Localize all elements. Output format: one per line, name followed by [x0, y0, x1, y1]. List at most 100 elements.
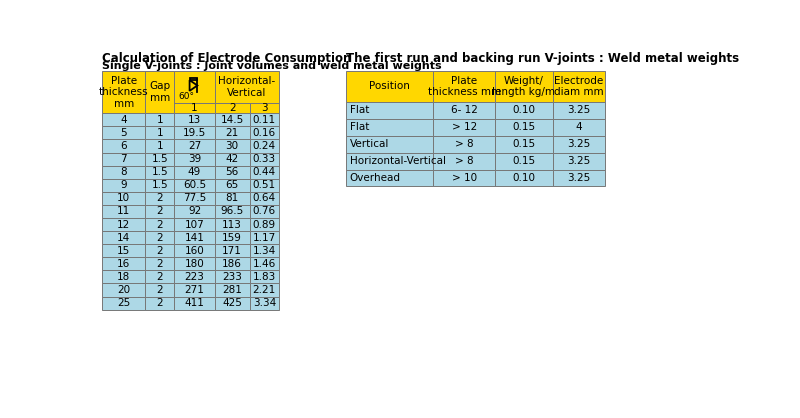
Text: 3.25: 3.25 — [567, 139, 590, 149]
Bar — [495, 102, 553, 119]
Text: 0.64: 0.64 — [253, 194, 276, 204]
Bar — [145, 257, 174, 270]
Text: Gap
mm: Gap mm — [149, 82, 170, 103]
Bar — [102, 126, 145, 140]
Text: 0.11: 0.11 — [253, 115, 276, 125]
Text: 10: 10 — [117, 194, 130, 204]
Text: Overhead: Overhead — [350, 173, 401, 183]
Text: 0.89: 0.89 — [253, 219, 276, 229]
Bar — [434, 153, 495, 170]
Text: 60°: 60° — [178, 92, 194, 101]
Bar — [250, 270, 279, 283]
Text: 5: 5 — [120, 128, 127, 138]
Bar — [102, 231, 145, 244]
Bar — [553, 102, 606, 119]
Text: 19.5: 19.5 — [183, 128, 206, 138]
Bar — [145, 231, 174, 244]
Text: 39: 39 — [188, 154, 201, 164]
Text: 8: 8 — [120, 167, 127, 177]
Text: 0.33: 0.33 — [253, 154, 276, 164]
Bar — [145, 244, 174, 257]
Text: 3.25: 3.25 — [567, 173, 590, 183]
Text: 1.17: 1.17 — [253, 233, 276, 243]
Text: 2: 2 — [156, 259, 163, 269]
Text: Horizontal-
Vertical: Horizontal- Vertical — [218, 76, 275, 98]
Text: 20: 20 — [117, 285, 130, 295]
Text: 107: 107 — [185, 219, 205, 229]
Bar — [174, 244, 214, 257]
Bar — [102, 270, 145, 283]
Bar — [214, 192, 250, 205]
Text: 13: 13 — [188, 115, 201, 125]
Text: Calculation of Electrode Consumption: Calculation of Electrode Consumption — [102, 53, 352, 66]
Bar — [250, 166, 279, 179]
Text: 3.34: 3.34 — [253, 298, 276, 308]
Bar — [250, 296, 279, 310]
Bar — [102, 218, 145, 231]
Text: 4: 4 — [576, 122, 582, 132]
Bar — [214, 283, 250, 296]
Bar — [102, 192, 145, 205]
Bar — [214, 179, 250, 192]
Bar — [346, 119, 434, 135]
Text: > 12: > 12 — [452, 122, 477, 132]
Text: 65: 65 — [226, 180, 238, 190]
Text: 159: 159 — [222, 233, 242, 243]
Bar — [495, 71, 553, 102]
Bar — [145, 270, 174, 283]
Bar — [434, 119, 495, 135]
Bar — [102, 296, 145, 310]
Text: 1.83: 1.83 — [253, 272, 276, 282]
Bar — [174, 140, 214, 153]
Bar — [102, 166, 145, 179]
Text: 6- 12: 6- 12 — [451, 105, 478, 115]
Bar — [250, 192, 279, 205]
Text: 2: 2 — [156, 233, 163, 243]
Text: Plate
thickness
mm: Plate thickness mm — [99, 76, 149, 109]
Text: 77.5: 77.5 — [183, 194, 206, 204]
Text: 56: 56 — [226, 167, 238, 177]
Bar — [434, 71, 495, 102]
Text: Position: Position — [370, 82, 410, 92]
Bar — [174, 166, 214, 179]
Text: 2: 2 — [156, 219, 163, 229]
Bar — [250, 205, 279, 218]
Text: 16: 16 — [117, 259, 130, 269]
Bar — [250, 126, 279, 140]
Text: Electrode
diam mm: Electrode diam mm — [554, 76, 604, 97]
Text: 2: 2 — [156, 246, 163, 256]
Text: 12: 12 — [117, 219, 130, 229]
Bar — [102, 113, 145, 126]
Bar — [346, 170, 434, 186]
Bar — [214, 126, 250, 140]
Text: 2.21: 2.21 — [253, 285, 276, 295]
Bar — [214, 257, 250, 270]
Bar — [250, 244, 279, 257]
Text: Plate
thickness mm: Plate thickness mm — [428, 76, 501, 97]
Text: > 8: > 8 — [455, 156, 474, 166]
Bar — [250, 153, 279, 166]
Bar — [250, 257, 279, 270]
Text: 2: 2 — [156, 206, 163, 217]
Text: 1.34: 1.34 — [253, 246, 276, 256]
Bar — [214, 140, 250, 153]
Bar — [553, 153, 606, 170]
Text: 0.15: 0.15 — [512, 156, 535, 166]
Text: 0.10: 0.10 — [513, 105, 535, 115]
Bar — [102, 283, 145, 296]
Bar — [174, 218, 214, 231]
Bar — [250, 231, 279, 244]
Text: 186: 186 — [222, 259, 242, 269]
Bar — [214, 205, 250, 218]
Text: 0.15: 0.15 — [512, 122, 535, 132]
Text: 1.5: 1.5 — [151, 167, 168, 177]
Text: 2: 2 — [156, 194, 163, 204]
Bar — [250, 218, 279, 231]
Text: 6: 6 — [120, 141, 127, 151]
Bar — [174, 153, 214, 166]
Text: 180: 180 — [185, 259, 205, 269]
Bar — [102, 140, 145, 153]
Text: 11: 11 — [117, 206, 130, 217]
Bar — [214, 103, 250, 113]
Text: 42: 42 — [226, 154, 238, 164]
